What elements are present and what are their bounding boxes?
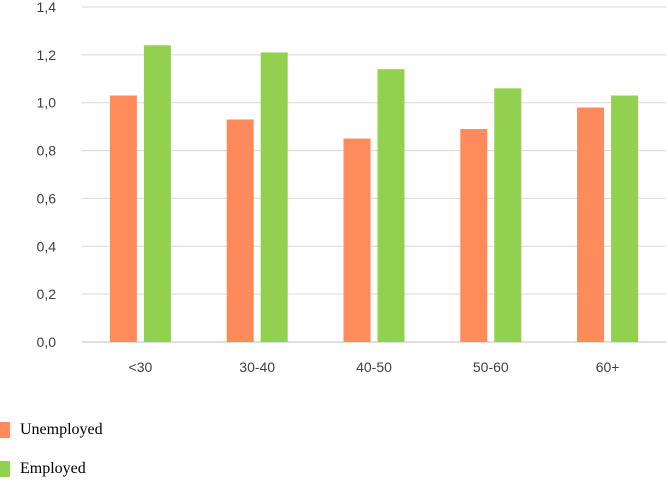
- bar-unemployed-3: [343, 138, 371, 342]
- y-axis: 0,0 0,2 0,4 0,6 0,8 1,0 1,2 1,4: [37, 0, 57, 350]
- bar-employed-4: [494, 88, 522, 342]
- bar-chart: 0,0 0,2 0,4 0,6 0,8 1,0 1,2 1,4 <30 30-40 40-50 50…: [37, 0, 666, 375]
- legend-label-employed: Employed: [20, 460, 86, 477]
- y-tick-label: 1,2: [37, 47, 57, 63]
- y-tick-label: 0,2: [37, 286, 57, 302]
- x-tick-label: 60+: [596, 359, 620, 375]
- bar-employed-5: [611, 95, 639, 343]
- x-axis: <30 30-40 40-50 50-60 60+: [129, 359, 620, 375]
- bar-unemployed-1: [109, 95, 137, 343]
- bar-unemployed-4: [460, 129, 488, 342]
- x-tick-label: 40-50: [356, 359, 392, 375]
- x-tick-label: 30-40: [239, 359, 275, 375]
- x-tick-label: <30: [129, 359, 153, 375]
- x-tick-label: 50-60: [473, 359, 509, 375]
- bar-employed-2: [260, 52, 288, 342]
- y-tick-label: 0,8: [37, 143, 57, 159]
- bar-unemployed-5: [577, 107, 605, 342]
- bar-employed-1: [143, 45, 171, 343]
- y-tick-label: 1,0: [37, 95, 57, 111]
- legend-label-unemployed: Unemployed: [20, 421, 103, 438]
- y-tick-label: 0,0: [37, 334, 57, 350]
- y-tick-label: 0,4: [37, 238, 57, 254]
- bars: [109, 45, 639, 343]
- bar-unemployed-2: [226, 119, 254, 342]
- bar-employed-3: [377, 69, 405, 342]
- legend-swatch-employed: [0, 461, 10, 477]
- legend-swatch-unemployed: [0, 422, 10, 438]
- y-tick-label: 1,4: [37, 0, 57, 15]
- gridlines: [82, 6, 666, 343]
- y-tick-label: 0,6: [37, 190, 57, 206]
